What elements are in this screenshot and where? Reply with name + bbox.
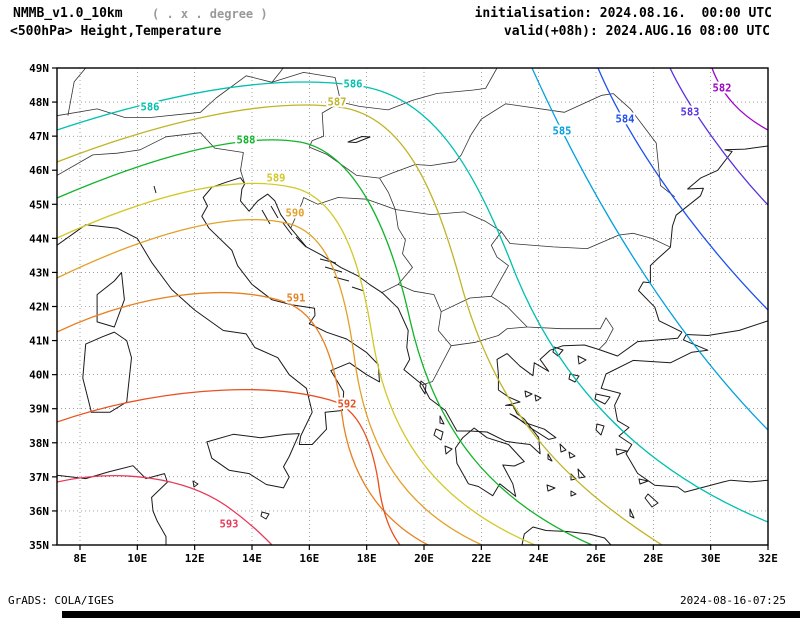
lon-label: 8E [73,552,86,565]
contour-label-584: 584 [616,114,635,126]
country-border-alps [57,132,246,185]
coastline-mainland [57,177,683,455]
contour-label-582: 582 [713,83,732,95]
lat-label: 43N [29,266,49,279]
lon-label: 16E [299,552,319,565]
coastline-adriatic-islands [261,205,365,292]
bottom-bar [62,611,800,618]
lon-label: 14E [242,552,262,565]
coastline-sardinia [82,331,132,413]
contour-line-585 [531,68,768,431]
country-border-central-europe [57,72,675,198]
lat-label: 49N [29,62,49,75]
contour-label-583: 583 [681,107,700,119]
lat-label: 47N [29,130,49,143]
grid-note: ( . x . degree ) [152,7,268,21]
lake-balaton [347,136,371,143]
contour-line-590 [57,218,483,545]
valid-time: valid(+08h): 2024.AUG.16 08:00 UTC [503,24,770,39]
contour-label-591: 591 [287,293,306,305]
contour-label-590: 590 [286,208,305,220]
lon-label: 22E [471,552,491,565]
lat-label: 40N [29,369,49,382]
contour-label-592: 592 [338,399,357,411]
country-border-croatia-serbia [379,177,396,210]
lat-label: 35N [29,539,49,552]
country-border-danube [395,209,671,249]
contour-line-583 [669,68,768,206]
lon-label: 12E [185,552,205,565]
contour-line-588 [57,139,593,545]
lon-label: 30E [701,552,721,565]
contour-line-589 [57,182,536,545]
country-border-bosnia-serbia [290,197,413,294]
coastline-crete [521,526,612,545]
lat-label: 48N [29,96,49,109]
lat-label: 44N [29,232,49,245]
coastline-corsica [96,272,125,328]
lake-garda [153,185,157,194]
lat-label: 46N [29,164,49,177]
country-border-macedonia-albania [398,284,528,386]
contour-line-593 [57,475,273,545]
lon-label: 24E [529,552,549,565]
contour-line-584 [597,68,768,311]
generation-timestamp: 2024-08-16-07:25 [680,594,786,607]
lon-label: 10E [127,552,147,565]
contour-label-585: 585 [553,126,572,138]
contour-label-587: 587 [328,97,347,109]
plot-title: <500hPa> Height,Temperature [10,24,222,39]
lon-label: 28E [643,552,663,565]
lat-label: 38N [29,437,49,450]
lat-label: 36N [29,505,49,518]
country-border-slovakia [340,68,498,111]
contour-line-582 [711,68,768,131]
lat-label: 39N [29,403,49,416]
contour-line-586 [57,81,768,523]
coastline-sicily [206,433,300,489]
coastline-tunisia [57,465,168,545]
country-border-czech [271,68,284,83]
contour-label-593: 593 [220,519,239,531]
lat-label: 37N [29,471,49,484]
axis-layer: 49N 48N 47N 46N 45N 44N 43N 42N 41N 40N 39N 38N 37N 3… [29,62,778,565]
init-time: initialisation: 2024.08.16. 00:00 UTC [474,6,772,21]
lon-label: 20E [414,552,434,565]
coastline-anatolia [600,320,768,493]
contour-label-586: 586 [141,102,160,114]
coastline-peloponnese [455,427,525,497]
contour-label-586: 586 [344,79,363,91]
contour-line-587 [57,104,663,545]
country-border-bulgaria [490,231,614,350]
lat-label: 45N [29,198,49,211]
contour-line-592 [57,389,401,545]
coastline-black-sea [638,145,768,333]
contour-label-589: 589 [267,173,286,185]
lon-label: 26E [586,552,606,565]
contour-layer: 582 583 584 585 586 586 587 588 589 590 591 592 593 [57,68,768,545]
lon-label: 18E [357,552,377,565]
model-name: NMMB_v1.0_10km [13,6,123,21]
lon-label: 32E [758,552,778,565]
contour-label-588: 588 [237,135,256,147]
country-border-rhine [67,68,87,116]
coastline-euboea [509,413,557,440]
lat-label: 41N [29,335,49,348]
grads-credit: GrADS: COLA/IGES [8,594,114,607]
lat-label: 42N [29,301,49,314]
contour-line-591 [57,291,429,545]
